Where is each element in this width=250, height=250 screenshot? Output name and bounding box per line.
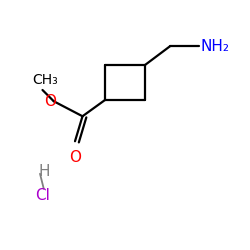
- Text: Cl: Cl: [35, 188, 50, 202]
- Text: O: O: [69, 150, 81, 165]
- Text: NH₂: NH₂: [200, 39, 229, 54]
- Text: H: H: [39, 164, 50, 179]
- Text: O: O: [44, 94, 56, 109]
- Text: CH₃: CH₃: [32, 73, 58, 87]
